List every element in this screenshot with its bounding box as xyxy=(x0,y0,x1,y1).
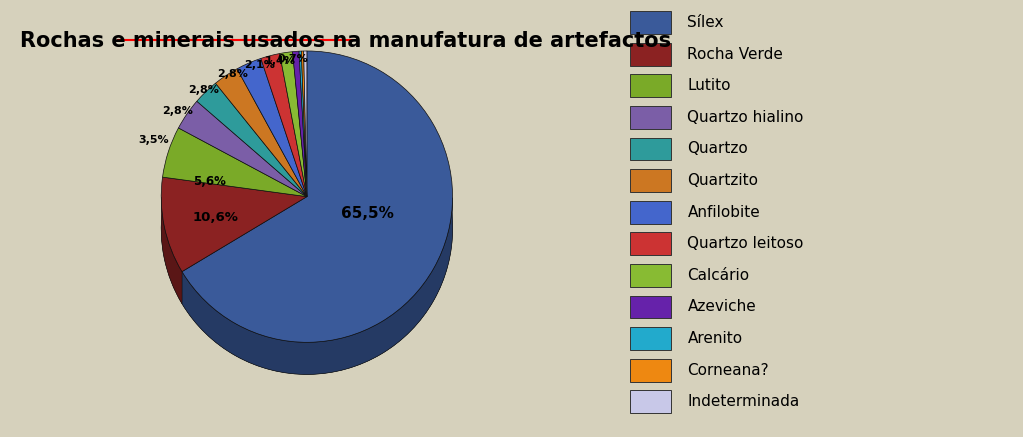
Wedge shape xyxy=(293,83,307,229)
Text: Sílex: Sílex xyxy=(687,15,724,30)
FancyBboxPatch shape xyxy=(630,106,671,129)
FancyBboxPatch shape xyxy=(630,74,671,97)
Wedge shape xyxy=(196,115,307,229)
Text: 10,6%: 10,6% xyxy=(193,212,238,224)
FancyBboxPatch shape xyxy=(630,169,671,192)
Text: Quartzito: Quartzito xyxy=(687,173,758,188)
Wedge shape xyxy=(299,83,307,229)
Text: Lutito: Lutito xyxy=(687,78,731,93)
FancyBboxPatch shape xyxy=(630,390,671,413)
Polygon shape xyxy=(162,197,182,304)
FancyBboxPatch shape xyxy=(630,43,671,66)
Wedge shape xyxy=(216,69,307,197)
Text: 65,5%: 65,5% xyxy=(342,206,394,221)
Wedge shape xyxy=(279,52,307,197)
Wedge shape xyxy=(216,101,307,229)
FancyBboxPatch shape xyxy=(630,11,671,34)
Text: Quartzo leitoso: Quartzo leitoso xyxy=(687,236,804,251)
Text: 2,8%: 2,8% xyxy=(162,106,193,116)
FancyBboxPatch shape xyxy=(630,201,671,224)
FancyBboxPatch shape xyxy=(630,232,671,255)
FancyBboxPatch shape xyxy=(630,359,671,382)
FancyBboxPatch shape xyxy=(630,264,671,287)
Text: Calcário: Calcário xyxy=(687,268,750,283)
Wedge shape xyxy=(279,84,307,229)
Wedge shape xyxy=(196,83,307,197)
Text: Corneana?: Corneana? xyxy=(687,363,769,378)
Wedge shape xyxy=(304,51,307,197)
FancyBboxPatch shape xyxy=(630,327,671,350)
Text: Quartzo hialino: Quartzo hialino xyxy=(687,110,804,125)
Text: Quartzo: Quartzo xyxy=(687,142,748,156)
Wedge shape xyxy=(162,209,307,304)
Wedge shape xyxy=(302,83,307,229)
Text: Rochas e minerais usados na manufatura de artefactos: Rochas e minerais usados na manufatura d… xyxy=(20,31,671,51)
Text: 0,7%: 0,7% xyxy=(277,55,308,64)
FancyBboxPatch shape xyxy=(630,138,671,160)
Wedge shape xyxy=(182,51,452,342)
FancyBboxPatch shape xyxy=(630,295,671,318)
Text: Azeviche: Azeviche xyxy=(687,299,756,315)
Text: 5,6%: 5,6% xyxy=(193,175,226,188)
Wedge shape xyxy=(261,86,307,229)
Wedge shape xyxy=(178,101,307,197)
Text: Arenito: Arenito xyxy=(687,331,743,346)
Wedge shape xyxy=(163,128,307,197)
Text: Indeterminada: Indeterminada xyxy=(687,394,800,409)
Wedge shape xyxy=(178,133,307,229)
Wedge shape xyxy=(293,51,307,197)
Wedge shape xyxy=(261,54,307,197)
Wedge shape xyxy=(302,51,307,197)
Text: 1,4%: 1,4% xyxy=(265,56,296,66)
Wedge shape xyxy=(304,83,307,229)
Wedge shape xyxy=(162,177,307,272)
Text: 3,5%: 3,5% xyxy=(138,135,169,145)
Wedge shape xyxy=(299,51,307,197)
Text: Rocha Verde: Rocha Verde xyxy=(687,47,784,62)
Wedge shape xyxy=(237,59,307,197)
Polygon shape xyxy=(182,198,452,375)
Wedge shape xyxy=(182,83,452,375)
Text: 2,1%: 2,1% xyxy=(244,60,275,70)
Wedge shape xyxy=(237,90,307,229)
Wedge shape xyxy=(163,160,307,229)
Text: 2,8%: 2,8% xyxy=(188,85,219,95)
Text: Anfilobite: Anfilobite xyxy=(687,205,760,220)
Text: 2,8%: 2,8% xyxy=(217,69,248,80)
